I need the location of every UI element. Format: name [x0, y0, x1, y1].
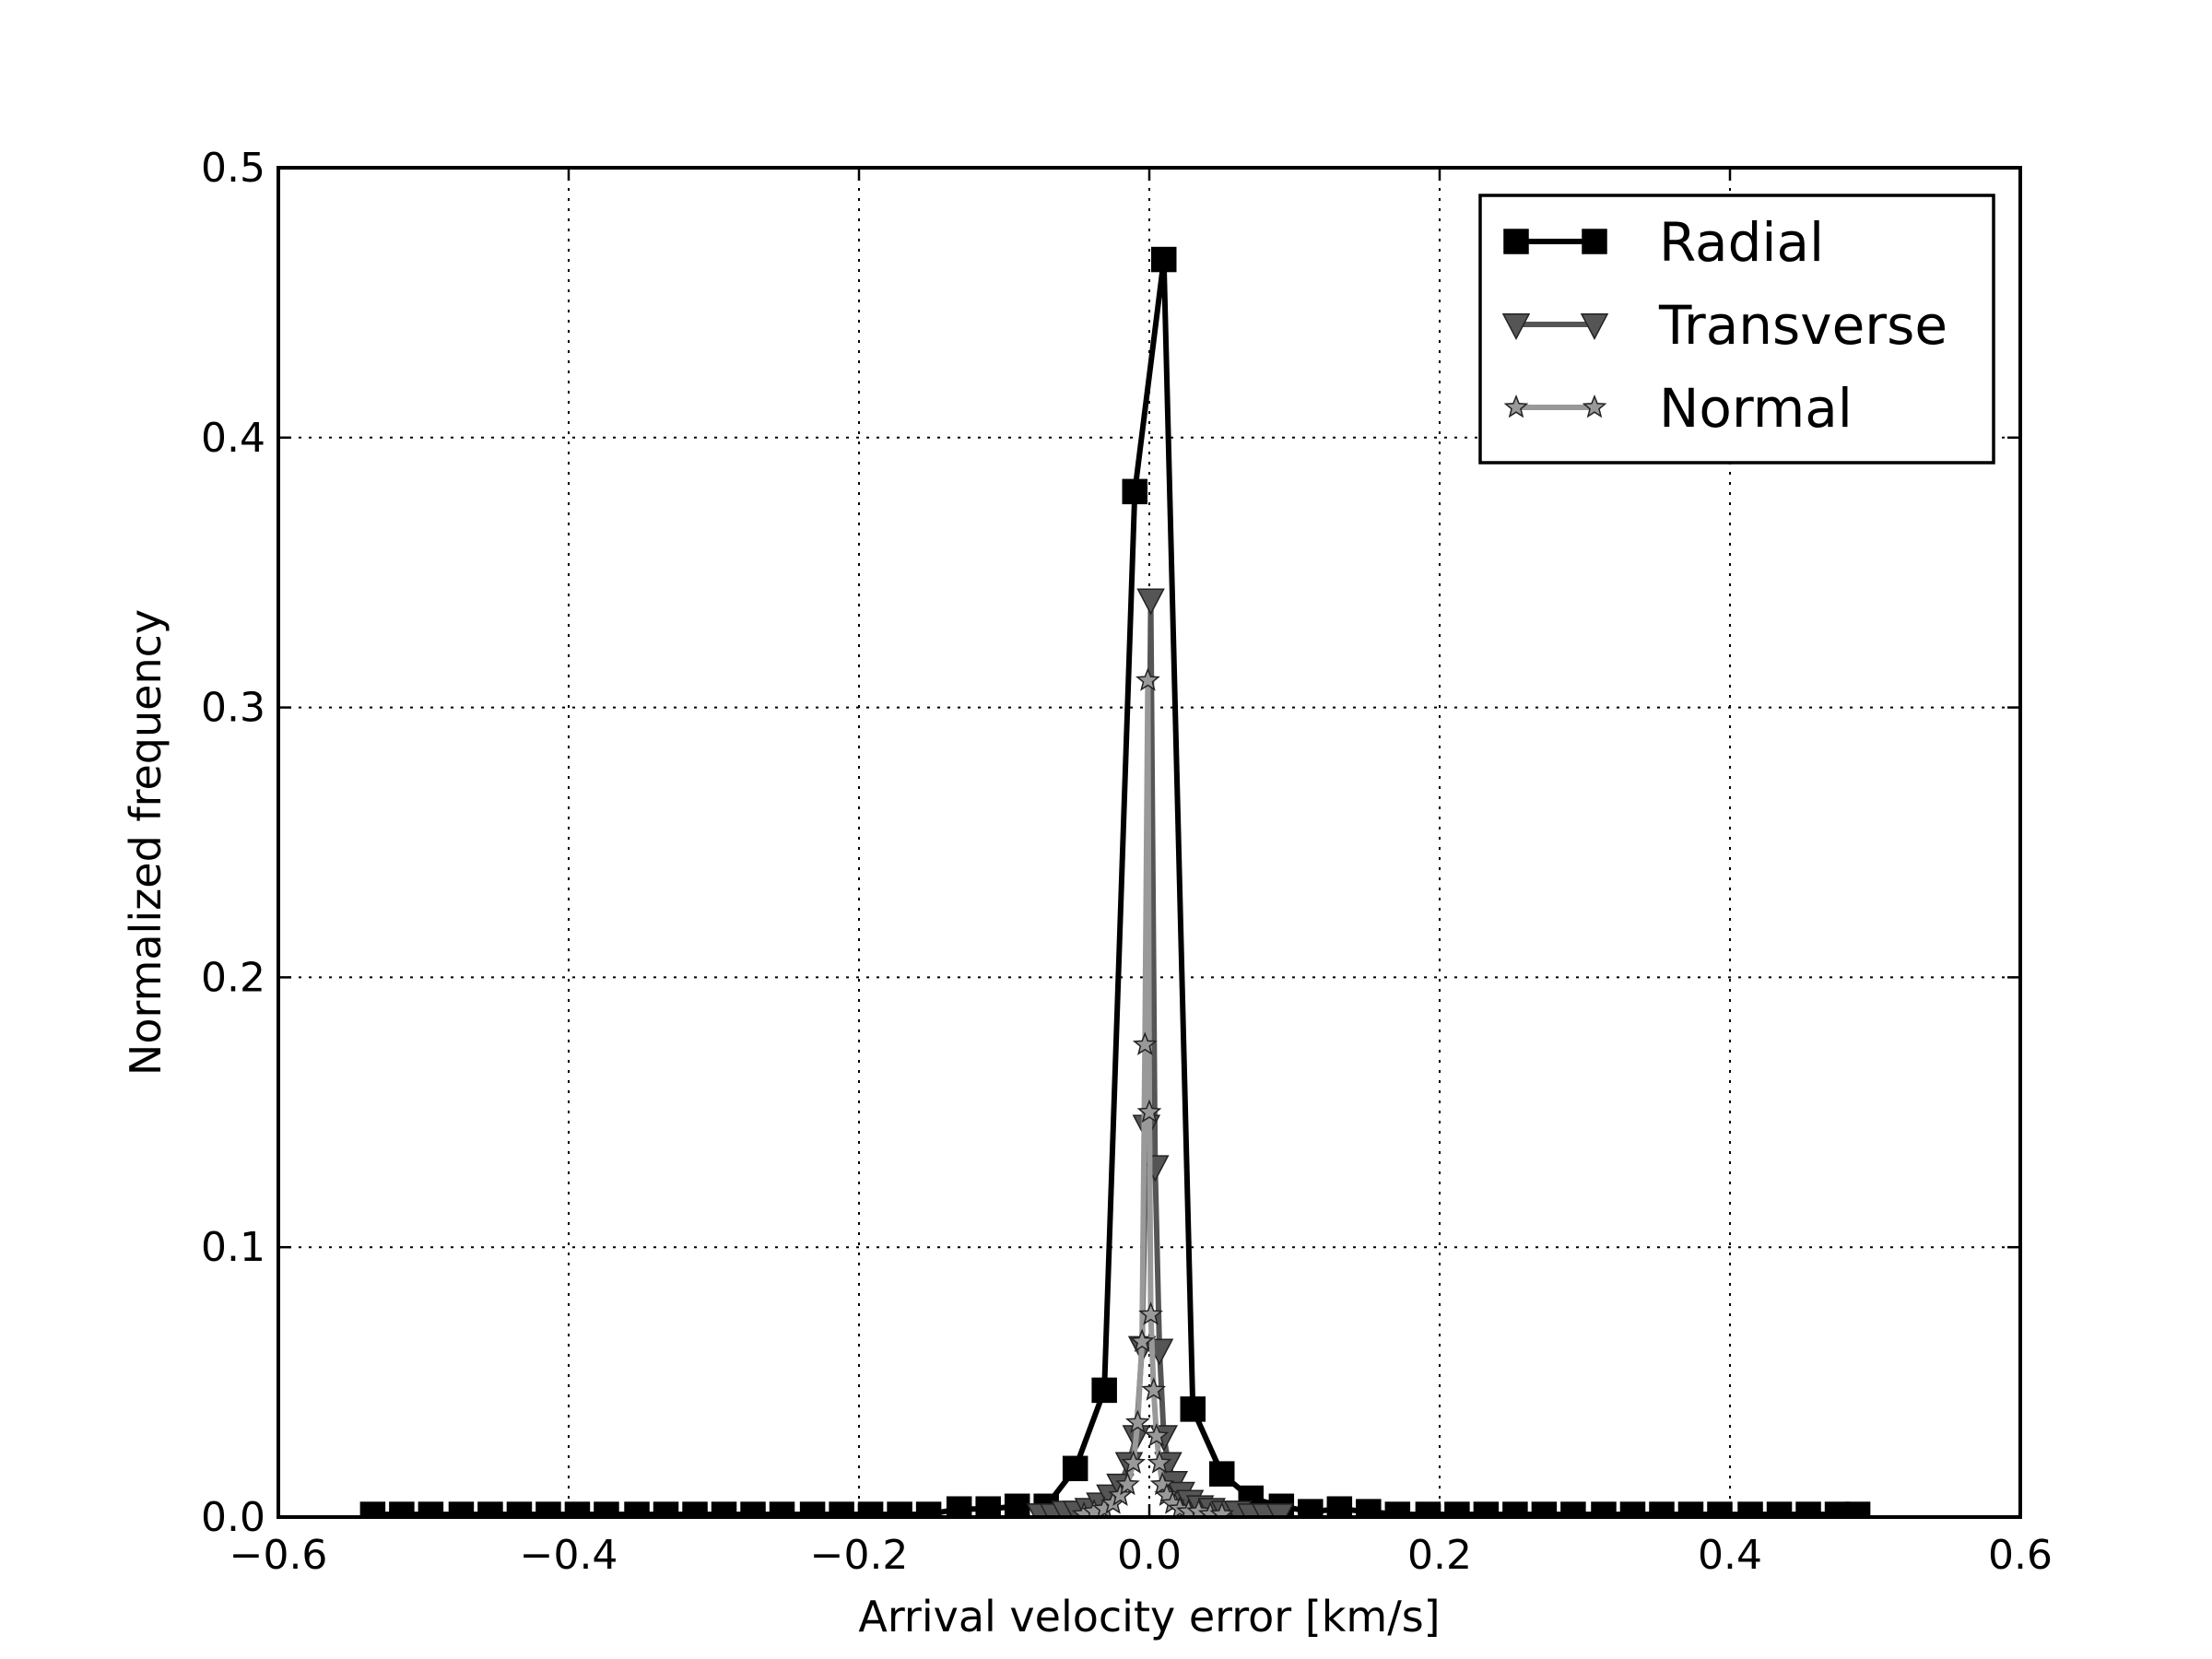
- ticks: −0.6 −0.4 −0.2 0.0 0.2 0.4 0.6 0.0 0.1 0.2 0.3 0.4 0…: [201, 145, 2053, 1579]
- x-tick-label: −0.6: [229, 1532, 328, 1579]
- y-tick-label: 0.5: [201, 145, 265, 192]
- data-point-radial: [1766, 1501, 1793, 1517]
- x-tick-label: 0.4: [1698, 1532, 1762, 1579]
- data-point-radial: [1444, 1501, 1470, 1517]
- data-point-radial: [624, 1501, 650, 1517]
- legend-item-radial: Radial: [1503, 211, 1824, 274]
- data-point-radial: [418, 1501, 444, 1517]
- data-point-radial: [1707, 1501, 1733, 1517]
- x-tick-label: −0.2: [810, 1532, 909, 1579]
- data-point-radial: [1531, 1501, 1558, 1517]
- data-point-radial: [946, 1496, 972, 1517]
- data-point-radial: [1356, 1499, 1382, 1517]
- data-point-normal: [1121, 1450, 1147, 1474]
- x-tick-label: −0.4: [520, 1532, 618, 1579]
- legend-marker: [1582, 229, 1607, 254]
- data-point-radial: [1619, 1501, 1646, 1517]
- data-point-normal: [1136, 1099, 1162, 1124]
- data-point-radial: [1473, 1501, 1500, 1517]
- series-line-radial: [372, 256, 1858, 1517]
- y-tick-label: 0.1: [201, 1224, 265, 1271]
- data-point-radial: [1560, 1501, 1586, 1517]
- x-tick-label: 0.2: [1407, 1532, 1472, 1579]
- data-point-radial: [477, 1501, 503, 1517]
- x-axis-label: Arrival velocity error [km/s]: [858, 1592, 1440, 1641]
- series-radial: [359, 246, 1871, 1517]
- data-point-radial: [594, 1501, 619, 1517]
- data-point-radial: [769, 1501, 795, 1517]
- data-point-normal: [1129, 1328, 1155, 1353]
- data-point-radial: [1591, 1501, 1617, 1517]
- data-point-radial: [711, 1501, 737, 1517]
- data-point-normal: [1132, 1031, 1158, 1055]
- data-point-radial: [887, 1501, 912, 1517]
- data-point-radial: [359, 1501, 386, 1517]
- data-point-normal: [1135, 667, 1160, 691]
- data-point-radial: [564, 1501, 591, 1517]
- data-point-radial: [506, 1501, 533, 1517]
- data-point-radial: [1795, 1501, 1821, 1517]
- data-point-radial: [1844, 1501, 1871, 1517]
- data-point-radial: [1737, 1501, 1763, 1517]
- data-point-radial: [1384, 1501, 1411, 1517]
- data-point-radial: [1091, 1377, 1117, 1404]
- data-point-radial: [1151, 246, 1177, 273]
- series-layer: [359, 246, 1871, 1517]
- data-point-normal: [1147, 1450, 1172, 1474]
- data-point-radial: [1298, 1499, 1324, 1517]
- legend-item-transverse: Transverse: [1501, 294, 1947, 357]
- legend-label: Radial: [1659, 211, 1824, 274]
- y-tick-label: 0.2: [201, 954, 265, 1001]
- data-point-radial: [1677, 1501, 1704, 1517]
- legend-marker: [1503, 229, 1529, 254]
- y-tick-label: 0.0: [201, 1494, 265, 1541]
- data-point-radial: [799, 1501, 826, 1517]
- legend-label: Transverse: [1658, 294, 1947, 357]
- data-point-radial: [1122, 478, 1147, 505]
- legend-label: Normal: [1659, 377, 1853, 440]
- legend-marker: [1582, 394, 1607, 418]
- data-point-transverse: [1136, 588, 1165, 616]
- data-point-radial: [448, 1501, 475, 1517]
- data-point-radial: [1062, 1455, 1088, 1482]
- data-point-radial: [535, 1501, 561, 1517]
- data-point-normal: [1125, 1409, 1150, 1433]
- data-point-radial: [740, 1501, 766, 1517]
- data-point-normal: [1149, 1471, 1175, 1496]
- data-point-normal: [1138, 1301, 1163, 1325]
- data-point-normal: [1144, 1423, 1170, 1447]
- data-point-radial: [389, 1501, 415, 1517]
- data-point-radial: [1326, 1496, 1353, 1517]
- data-point-radial: [1004, 1493, 1030, 1517]
- legend-marker: [1580, 313, 1609, 341]
- data-point-radial: [682, 1501, 708, 1517]
- data-point-radial: [1649, 1501, 1675, 1517]
- y-tick-label: 0.3: [201, 685, 265, 732]
- data-point-radial: [653, 1501, 679, 1517]
- data-point-radial: [975, 1496, 1001, 1517]
- data-point-radial: [915, 1501, 942, 1517]
- x-tick-label: 0.6: [1988, 1532, 2053, 1579]
- data-point-radial: [1209, 1461, 1235, 1487]
- y-tick-label: 0.4: [201, 415, 265, 462]
- data-point-radial: [1502, 1501, 1528, 1517]
- data-point-normal: [1141, 1377, 1167, 1401]
- legend-marker: [1501, 313, 1531, 341]
- y-axis-label: Normalized frequency: [121, 609, 171, 1076]
- legend-marker: [1503, 394, 1529, 418]
- data-point-normal: [1115, 1471, 1140, 1496]
- data-point-normal: [1209, 1501, 1235, 1517]
- legend-item-normal: Normal: [1503, 377, 1853, 440]
- legend: Radial Transverse Normal: [1478, 194, 1995, 465]
- data-point-radial: [829, 1501, 854, 1517]
- x-tick-label: 0.0: [1117, 1532, 1182, 1579]
- data-point-radial: [1180, 1396, 1206, 1422]
